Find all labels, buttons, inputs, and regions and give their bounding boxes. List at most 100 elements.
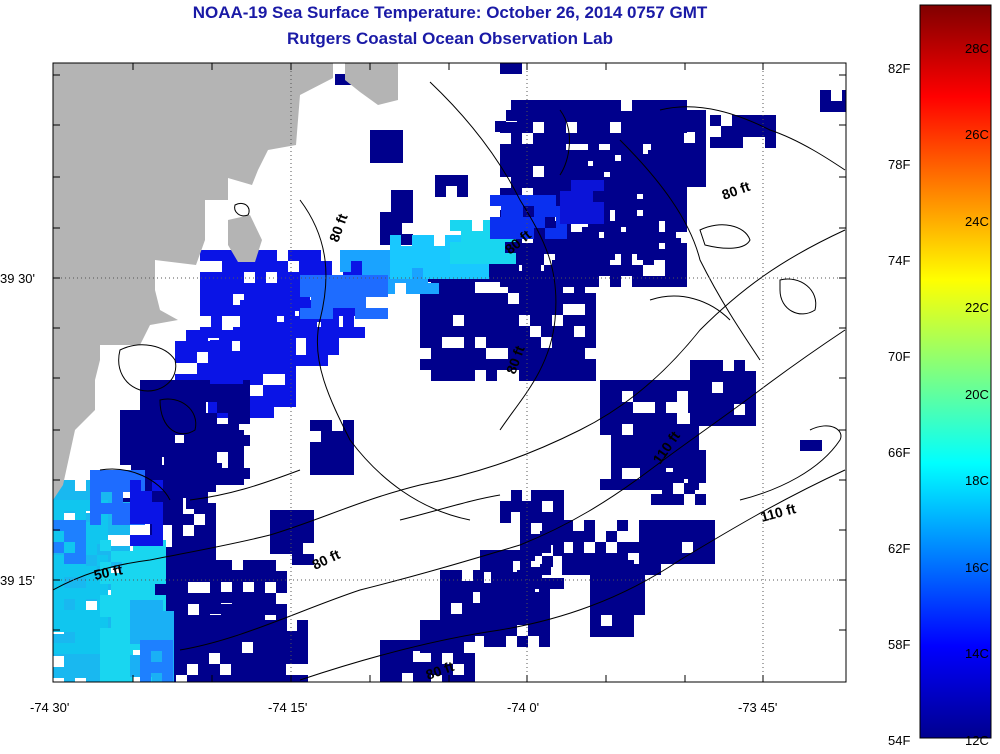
sst-pixel [142, 421, 153, 432]
sst-pixel [209, 631, 220, 642]
sst-pixel [628, 542, 639, 553]
sst-pixel [273, 333, 284, 344]
sst-pixel [472, 253, 483, 264]
sst-pixel [633, 446, 644, 457]
land-mass [53, 63, 333, 500]
sst-pixel [391, 673, 402, 682]
sst-pixel [571, 202, 582, 213]
sst-pixel [297, 642, 308, 653]
sst-pixel [500, 155, 511, 166]
sst-pixel [582, 238, 593, 249]
sst-pixel [100, 540, 111, 551]
sst-pixel [634, 571, 645, 582]
sst-pixel [519, 293, 530, 304]
sst-pixel [665, 100, 676, 111]
sst-pixel [577, 111, 588, 122]
sst-pixel [133, 584, 144, 595]
sst-pixel [243, 340, 254, 351]
sst-pixel [519, 304, 530, 315]
sst-pixel [599, 221, 610, 232]
sst-pixel [831, 101, 842, 112]
sst-pixel [186, 432, 197, 443]
sst-pixel [391, 223, 402, 234]
sst-pixel [552, 304, 563, 315]
sst-pixel [255, 250, 266, 261]
sst-pixel [100, 661, 111, 672]
sst-pixel [490, 195, 501, 206]
sst-pixel [198, 664, 209, 675]
sst-pixel [303, 510, 314, 521]
sst-pixel [486, 359, 497, 370]
sst-pixel [754, 126, 765, 137]
sst-pixel [391, 201, 402, 212]
sst-pixel [665, 133, 676, 144]
sst-pixel [651, 154, 662, 165]
sst-pixel [243, 615, 254, 626]
sst-pixel [754, 115, 765, 126]
sst-pixel [475, 326, 486, 337]
sst-pixel [473, 614, 484, 625]
sst-pixel [390, 246, 401, 257]
sst-pixel [130, 611, 141, 622]
sst-pixel [384, 261, 395, 272]
sst-pixel [140, 380, 151, 391]
sst-pixel [53, 491, 64, 502]
sst-pixel [684, 461, 695, 472]
sst-pixel [263, 385, 274, 396]
sst-pixel [442, 293, 453, 304]
sst-pixel [710, 137, 721, 148]
sst-pixel [75, 579, 86, 590]
sst-pixel [648, 205, 659, 216]
sst-pixel [86, 588, 97, 599]
sst-pixel [662, 110, 673, 121]
sst-pixel [281, 521, 292, 532]
sst-pixel [673, 472, 684, 483]
sst-pixel [140, 651, 151, 662]
sst-pixel [53, 643, 64, 654]
sst-pixel [101, 503, 112, 514]
colorbar-label-f: 54F [888, 733, 910, 748]
sst-pixel [501, 228, 512, 239]
sst-pixel [198, 653, 209, 664]
sst-pixel [442, 370, 453, 381]
sst-pixel [442, 348, 453, 359]
sst-pixel [163, 633, 174, 644]
sst-pixel [590, 626, 601, 637]
sst-pixel [210, 560, 221, 571]
sst-pixel [723, 415, 734, 426]
sst-pixel [299, 316, 310, 327]
sst-pixel [288, 250, 299, 261]
sst-pixel [644, 391, 655, 402]
sst-pixel [654, 100, 665, 111]
sst-pixel [155, 582, 166, 593]
sst-pixel [220, 631, 231, 642]
sst-pixel [545, 195, 556, 206]
sst-pixel [263, 352, 274, 363]
sst-pixel [53, 520, 64, 531]
sst-pixel [684, 165, 695, 176]
sst-pixel [141, 491, 152, 502]
sst-pixel [553, 545, 564, 556]
sst-pixel [528, 625, 539, 636]
sst-pixel [264, 664, 275, 675]
sst-pixel [632, 265, 643, 276]
sst-pixel [659, 249, 670, 260]
sst-pixel [420, 359, 431, 370]
sst-pixel [310, 420, 321, 431]
sst-pixel [553, 501, 564, 512]
sst-pixel [539, 636, 550, 647]
sst-pixel [243, 362, 254, 373]
sst-pixel [552, 326, 563, 337]
sst-pixel [640, 132, 651, 143]
sst-pixel [511, 63, 522, 74]
sst-pixel [75, 520, 86, 531]
sst-pixel [86, 533, 97, 544]
sst-pixel [584, 553, 595, 564]
sst-pixel [321, 420, 332, 431]
sst-pixel [497, 271, 508, 282]
sst-pixel [511, 490, 522, 501]
sst-pixel [233, 463, 244, 474]
sst-pixel [533, 177, 544, 188]
sst-pixel [211, 327, 222, 338]
sst-pixel [585, 304, 596, 315]
